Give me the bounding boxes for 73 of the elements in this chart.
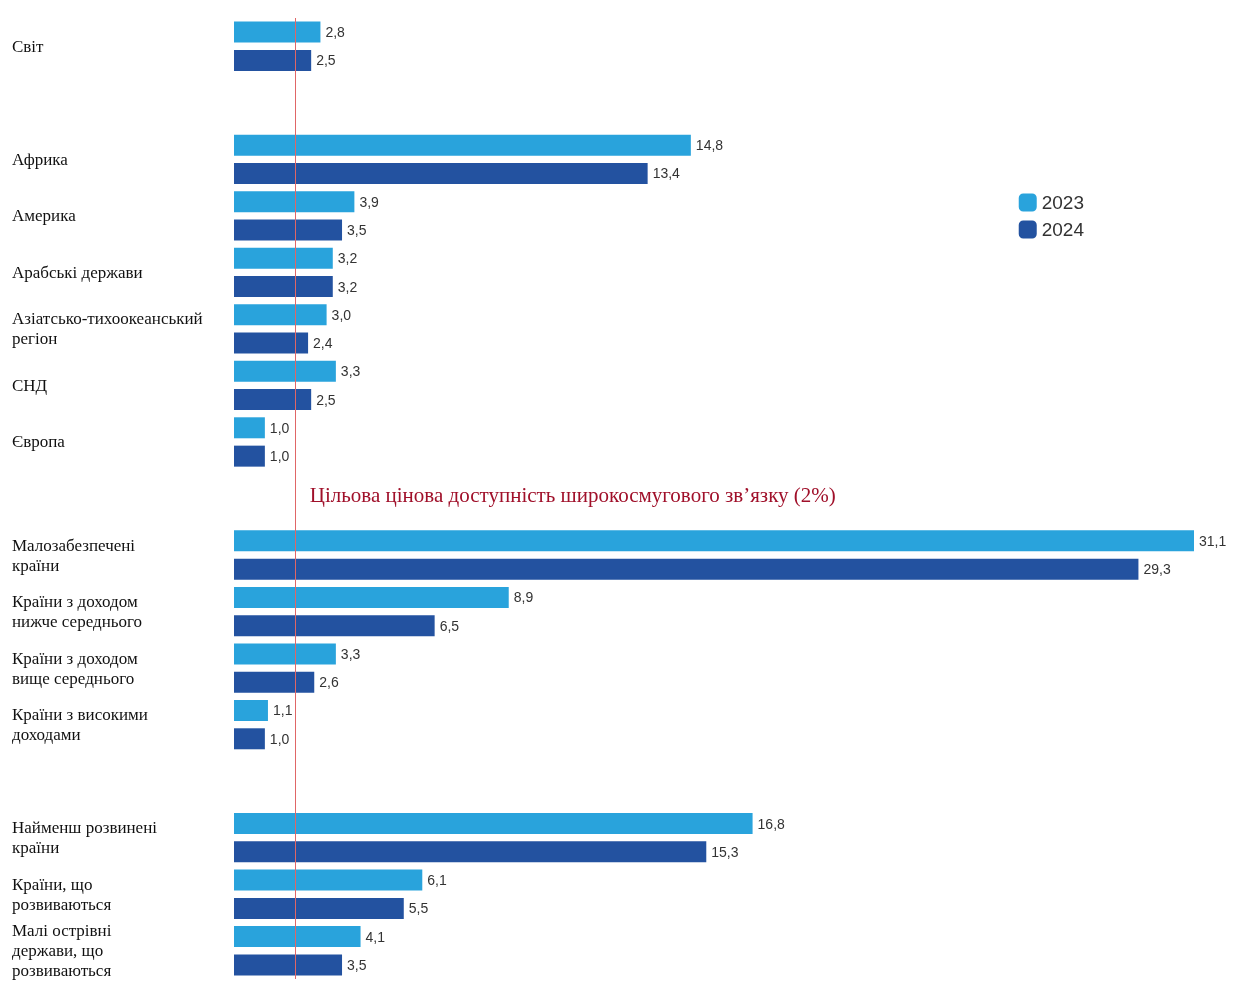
y-tick-label: Малі острівні держави, що розвиваються [12,921,112,981]
bar [234,360,336,382]
y-tick-label: Малозабезпечені країни [12,535,136,575]
bar [234,304,327,326]
y-tick-label: Арабські держави [12,262,143,282]
bar [234,586,509,608]
y-tick-label: Америка [12,206,77,226]
bar [234,163,648,184]
data-label: 3,2 [337,250,358,267]
data-label: 29,3 [1143,561,1171,578]
data-label: 3,3 [340,363,361,380]
bar [234,247,333,269]
bar [234,276,333,298]
data-label: 1,1 [272,702,293,719]
bar [234,219,343,241]
bar [234,841,707,863]
data-label: 3,9 [359,193,380,210]
data-label: 1,0 [269,730,290,747]
y-tick-label: Азіатсько-тихоокеанський регіон [12,309,203,349]
data-label: 3,0 [331,306,352,323]
data-label: 14,8 [695,137,724,154]
data-label: 6,1 [427,872,447,889]
data-label: 2,5 [316,391,336,408]
data-label: 2,6 [319,674,339,691]
bar [234,813,753,834]
bar [234,954,343,976]
y-tick-label: Країни з доходом нижче середнього [12,592,143,632]
bar [234,134,691,156]
data-label: 4,1 [365,928,386,945]
data-label: 3,2 [337,278,358,295]
data-label: 5,5 [408,900,429,917]
data-label: 3,3 [340,645,361,662]
data-label: 8,9 [513,589,534,606]
bar [234,926,361,948]
bar [234,191,355,213]
bar [234,728,265,750]
data-label: 31,1 [1199,532,1227,549]
data-label: 16,8 [757,815,786,832]
data-label: 2,8 [325,24,346,41]
y-tick-label: Країни з високими доходами [12,705,148,745]
y-tick-label: Європа [12,432,66,452]
y-tick-label: Країни, що розвиваються [12,874,112,914]
ref-line-label: Цільова цінова доступність широкосмугового зв’язку (2%) [309,482,836,507]
bar [234,389,312,411]
y-tick-label: Африка [12,149,69,169]
bar [234,869,423,891]
legend-label: 2023 [1041,192,1085,213]
bar [234,558,1139,580]
data-label: 13,4 [652,165,681,182]
data-label: 1,0 [269,448,290,465]
y-tick-label: СНД [12,375,48,395]
data-label: 2,5 [316,52,336,69]
y-tick-label: Найменш розвинені країни [12,818,158,858]
y-tick-label: Країни з доходом вище середнього [12,648,138,688]
data-label: 6,5 [439,617,460,634]
data-label: 15,3 [711,843,739,860]
bar [234,445,265,467]
data-label: 3,5 [347,956,367,973]
data-label: 2,4 [313,335,333,352]
bar [234,615,435,637]
legend-label: 2024 [1041,219,1085,240]
y-tick-label: Світ [12,36,45,56]
bar [234,530,1194,552]
bar [234,332,309,354]
bar [234,643,336,665]
bar [234,21,321,43]
bar [234,417,265,439]
bar [234,897,404,919]
data-label: 3,5 [347,222,367,239]
bar [234,699,268,721]
bar [234,49,312,71]
data-label: 1,0 [269,419,290,436]
bar [234,671,315,693]
